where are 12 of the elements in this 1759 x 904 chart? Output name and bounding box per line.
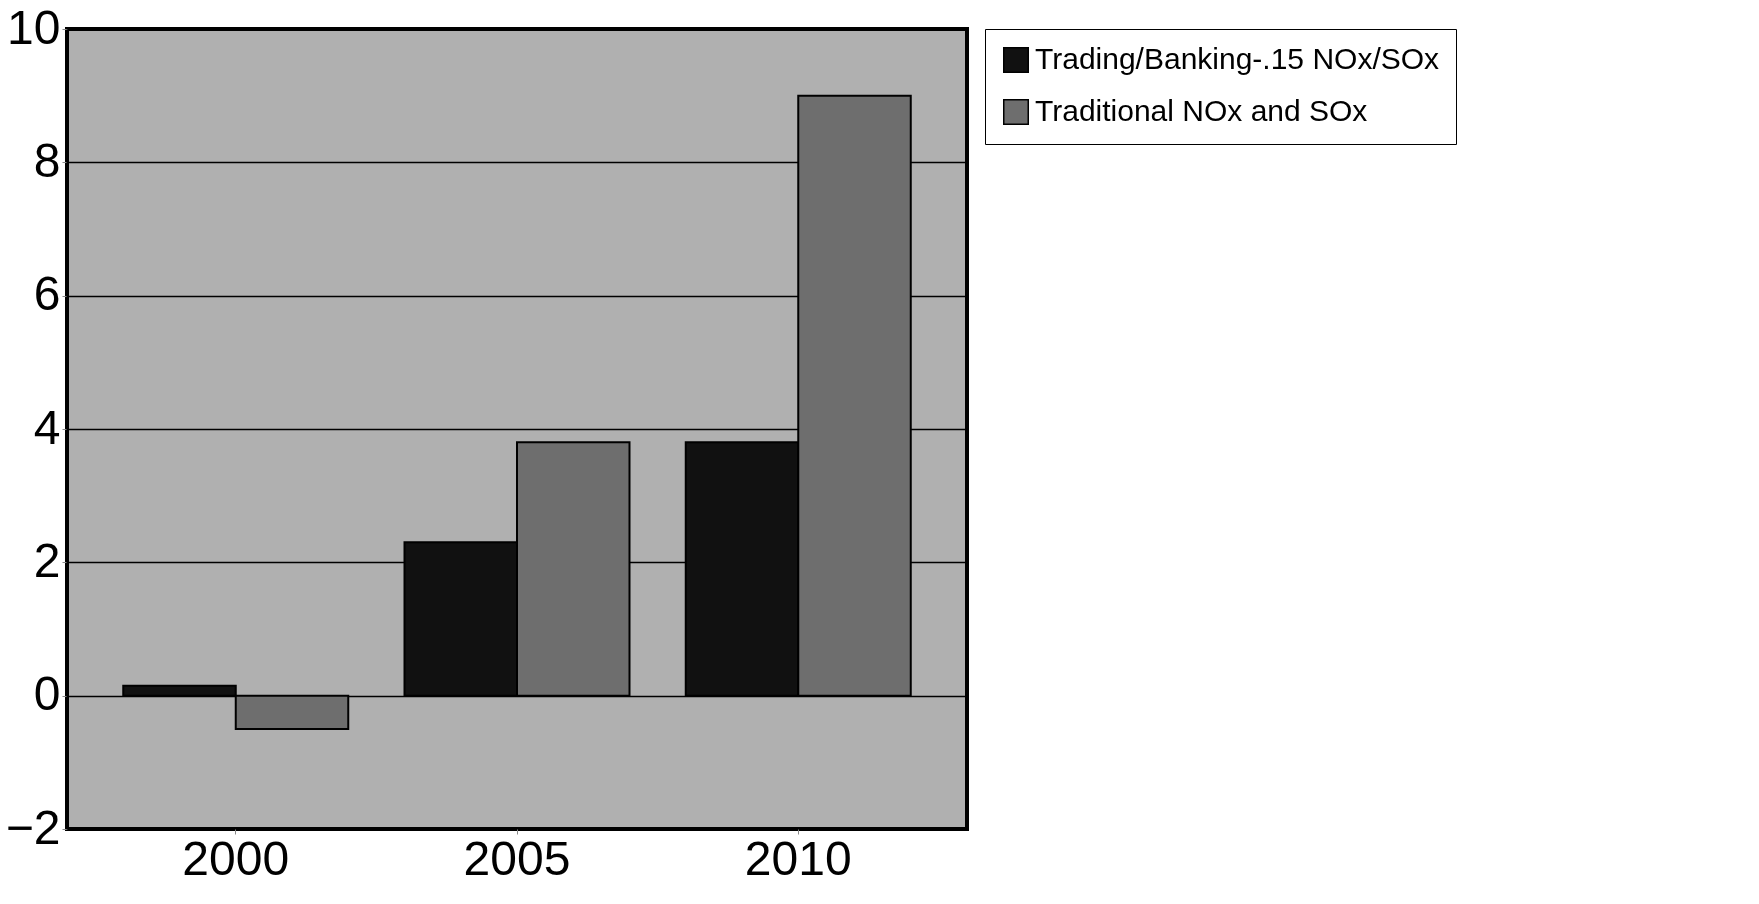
x-tick-label: 2000 bbox=[182, 831, 290, 885]
legend-label: Traditional NOx and SOx bbox=[1035, 94, 1368, 127]
legend-label: Trading/Banking-.15 NOx/SOx bbox=[1035, 42, 1440, 75]
y-tick-label: 10 bbox=[7, 0, 61, 54]
x-tick-label: 2005 bbox=[463, 831, 571, 885]
x-tick-label: 2010 bbox=[744, 831, 852, 885]
y-tick-label: 0 bbox=[33, 667, 61, 721]
y-tick-label: −2 bbox=[5, 800, 61, 854]
y-tick-label: 4 bbox=[33, 400, 61, 454]
y-tick-label: 2 bbox=[33, 533, 61, 587]
y-tick-label: 6 bbox=[33, 267, 61, 321]
y-tick-label: 8 bbox=[33, 133, 61, 187]
